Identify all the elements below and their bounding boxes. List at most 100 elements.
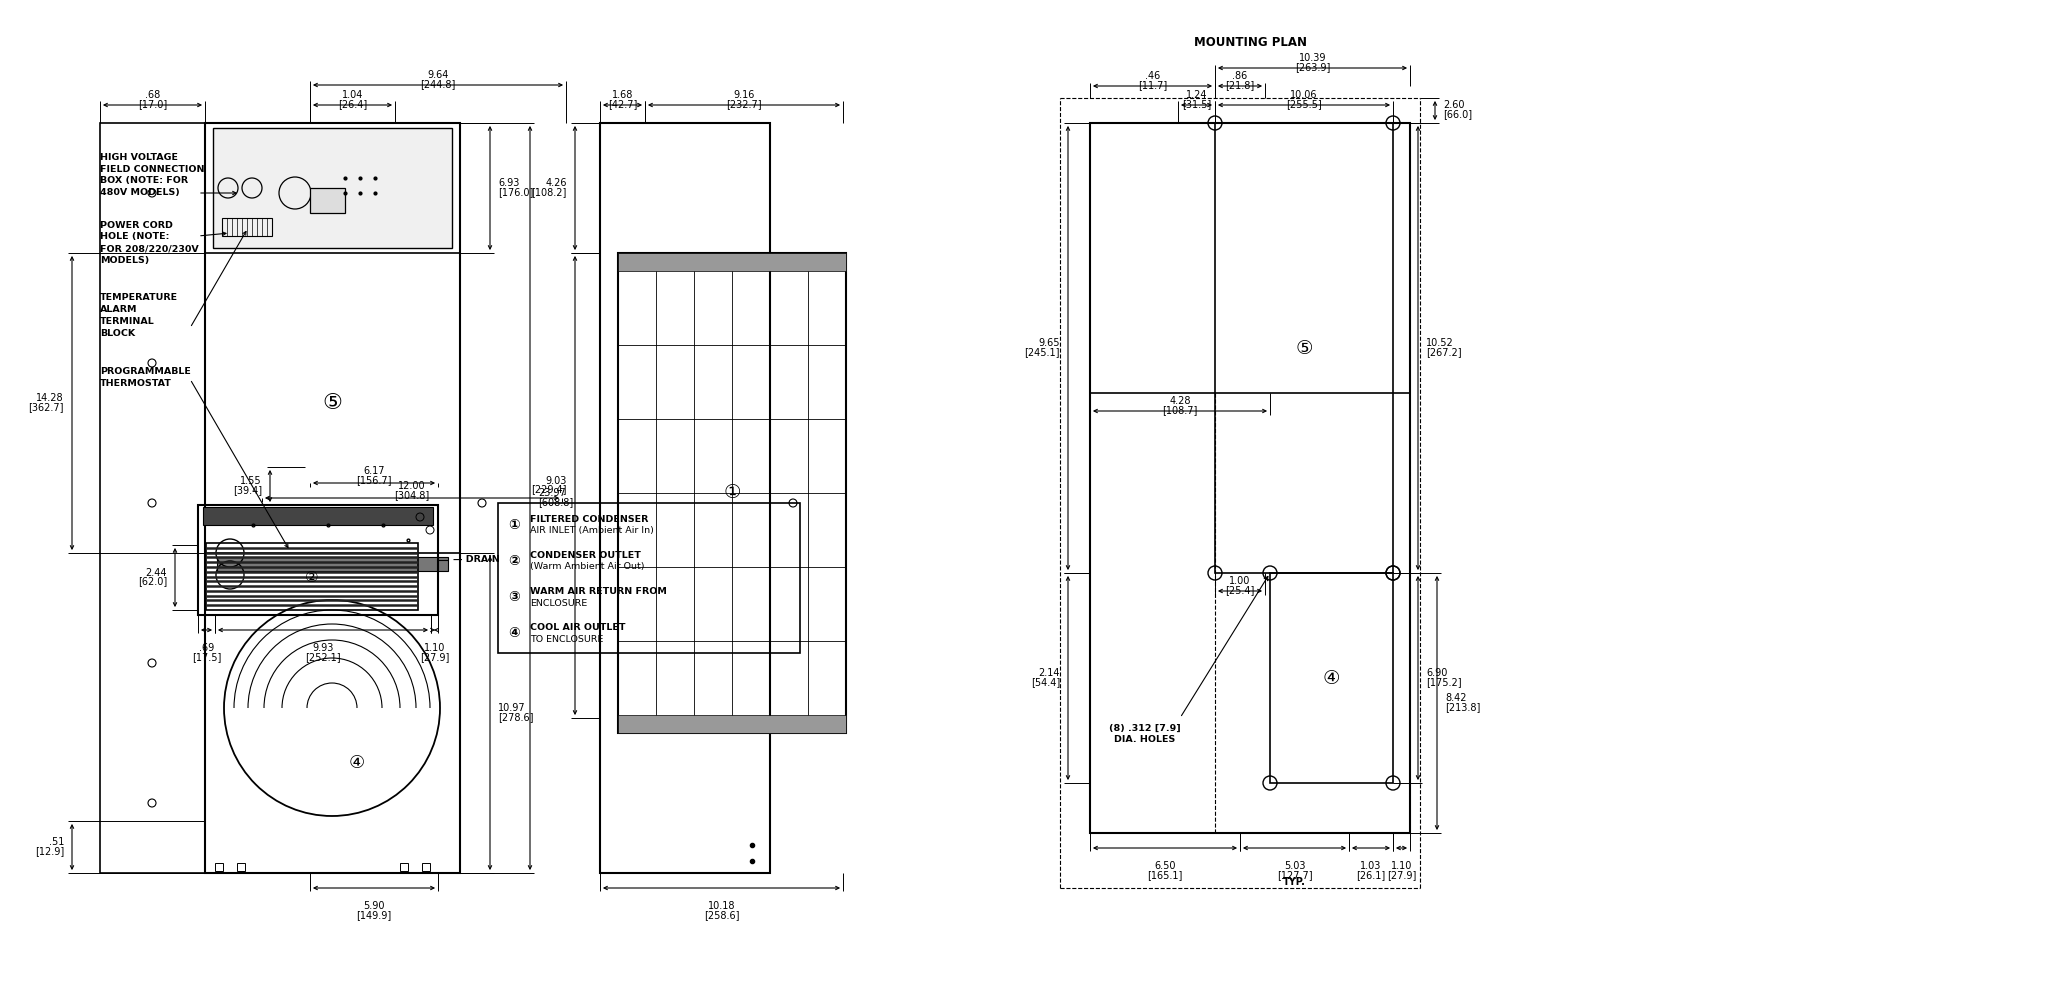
Text: AIR INLET (Ambient Air In): AIR INLET (Ambient Air In) <box>530 526 653 535</box>
Bar <box>498 503 801 653</box>
Text: [213.8]: [213.8] <box>1446 702 1481 712</box>
Text: [252.1]: [252.1] <box>305 652 340 662</box>
Text: [244.8]: [244.8] <box>420 79 457 89</box>
Text: WARM AIR RETURN FROM: WARM AIR RETURN FROM <box>530 587 668 596</box>
Text: [17.5]: [17.5] <box>193 652 221 662</box>
Text: 2.14: 2.14 <box>1038 668 1061 678</box>
Text: ④: ④ <box>1323 668 1339 687</box>
Text: 1.68: 1.68 <box>612 90 633 100</box>
Text: [62.0]: [62.0] <box>137 577 168 587</box>
Text: BLOCK: BLOCK <box>100 329 135 338</box>
Text: [175.2]: [175.2] <box>1425 677 1462 687</box>
Text: [255.5]: [255.5] <box>1286 99 1321 109</box>
Bar <box>213 128 453 248</box>
Bar <box>1214 123 1393 573</box>
Text: [149.9]: [149.9] <box>356 910 391 920</box>
Text: ENCLOSURE: ENCLOSURE <box>530 599 588 608</box>
Bar <box>100 123 205 873</box>
Text: [108.7]: [108.7] <box>1163 405 1198 415</box>
Text: 2.60: 2.60 <box>1444 100 1464 110</box>
Text: [362.7]: [362.7] <box>29 402 63 412</box>
Text: [267.2]: [267.2] <box>1425 347 1462 357</box>
Text: 23.97: 23.97 <box>539 488 565 498</box>
Bar <box>215 863 223 871</box>
Text: COOL AIR OUTLET: COOL AIR OUTLET <box>530 623 625 632</box>
Text: PROGRAMMABLE: PROGRAMMABLE <box>100 366 190 375</box>
Bar <box>199 505 438 615</box>
Bar <box>618 253 846 733</box>
Text: HOLE (NOTE:: HOLE (NOTE: <box>100 232 170 241</box>
Bar <box>600 123 770 873</box>
Text: 1.00: 1.00 <box>1229 576 1251 586</box>
Text: 6.90: 6.90 <box>1425 668 1448 678</box>
Bar <box>217 557 449 571</box>
Text: FIELD CONNECTION: FIELD CONNECTION <box>100 165 205 174</box>
Text: [263.9]: [263.9] <box>1294 62 1331 72</box>
Text: 1.04: 1.04 <box>342 90 362 100</box>
Text: [176.0]: [176.0] <box>498 187 532 197</box>
Text: ⑤: ⑤ <box>322 393 342 413</box>
Text: .69: .69 <box>199 643 215 653</box>
Text: .68: .68 <box>145 90 160 100</box>
Text: ⑤: ⑤ <box>1294 339 1313 357</box>
Text: [165.1]: [165.1] <box>1147 870 1182 880</box>
Text: DIA. HOLES: DIA. HOLES <box>1114 736 1176 745</box>
Text: TEMPERATURE: TEMPERATURE <box>100 293 178 302</box>
Text: FOR 208/220/230V: FOR 208/220/230V <box>100 244 199 253</box>
Text: (Warm Ambient Air Out): (Warm Ambient Air Out) <box>530 562 645 572</box>
Text: 5.90: 5.90 <box>362 901 385 911</box>
Text: [608.8]: [608.8] <box>539 497 573 507</box>
Text: [156.7]: [156.7] <box>356 475 391 485</box>
Text: [42.7]: [42.7] <box>608 99 637 109</box>
Text: 9.16: 9.16 <box>733 90 754 100</box>
Text: HIGH VOLTAGE: HIGH VOLTAGE <box>100 153 178 162</box>
Text: 4.26: 4.26 <box>545 178 567 188</box>
Bar <box>221 218 272 236</box>
Text: [21.8]: [21.8] <box>1225 80 1255 90</box>
Bar <box>422 863 430 871</box>
Text: [27.9]: [27.9] <box>1386 870 1415 880</box>
Text: 9.65: 9.65 <box>1038 338 1061 348</box>
Text: 10.97: 10.97 <box>498 703 526 713</box>
Text: [31.5]: [31.5] <box>1182 99 1210 109</box>
Text: 9.93: 9.93 <box>311 643 334 653</box>
Text: 1.55: 1.55 <box>240 476 262 486</box>
Bar <box>207 543 418 610</box>
Bar <box>1270 573 1393 783</box>
Text: [12.9]: [12.9] <box>35 846 63 856</box>
Text: 1.10: 1.10 <box>1391 861 1413 871</box>
Bar <box>618 253 846 271</box>
Text: 6.50: 6.50 <box>1155 861 1176 871</box>
Text: BOX (NOTE: FOR: BOX (NOTE: FOR <box>100 177 188 186</box>
Text: 10.39: 10.39 <box>1298 53 1327 63</box>
Text: ①: ① <box>508 518 520 532</box>
Text: — DRAIN: — DRAIN <box>453 555 500 564</box>
Text: [11.7]: [11.7] <box>1139 80 1167 90</box>
Text: 9.64: 9.64 <box>428 70 449 80</box>
Text: 2.44: 2.44 <box>145 568 168 578</box>
Text: [26.4]: [26.4] <box>338 99 367 109</box>
Text: 6.93: 6.93 <box>498 178 520 188</box>
Text: [108.2]: [108.2] <box>532 187 567 197</box>
Text: [39.4]: [39.4] <box>233 485 262 495</box>
Text: TO ENCLOSURE: TO ENCLOSURE <box>530 635 604 643</box>
Text: 8.42: 8.42 <box>1446 693 1466 703</box>
Text: [127.7]: [127.7] <box>1276 870 1313 880</box>
Text: [17.0]: [17.0] <box>137 99 168 109</box>
Text: CONDENSER OUTLET: CONDENSER OUTLET <box>530 550 641 559</box>
Text: [25.4]: [25.4] <box>1225 585 1255 595</box>
Text: MODELS): MODELS) <box>100 256 150 265</box>
Text: 10.18: 10.18 <box>709 901 735 911</box>
Text: ALARM: ALARM <box>100 305 137 314</box>
Text: FILTERED CONDENSER: FILTERED CONDENSER <box>530 514 649 523</box>
Text: [27.9]: [27.9] <box>420 652 449 662</box>
Text: 10.52: 10.52 <box>1425 338 1454 348</box>
Bar <box>205 123 461 873</box>
Text: [54.4]: [54.4] <box>1030 677 1061 687</box>
Text: TERMINAL: TERMINAL <box>100 317 156 326</box>
Text: [229.4]: [229.4] <box>532 485 567 495</box>
Text: [232.7]: [232.7] <box>727 99 762 109</box>
Text: POWER CORD: POWER CORD <box>100 220 172 229</box>
Text: .46: .46 <box>1145 71 1159 81</box>
Text: 1.10: 1.10 <box>424 643 444 653</box>
